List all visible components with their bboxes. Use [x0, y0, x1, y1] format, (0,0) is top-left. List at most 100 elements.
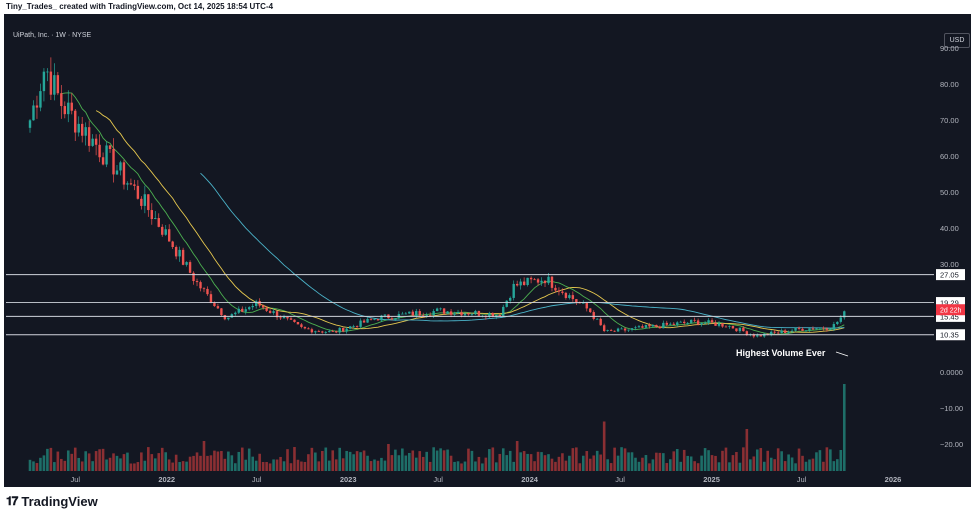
- candle-body: [752, 334, 756, 337]
- level-label-bg: [936, 310, 965, 322]
- volume-bar: [536, 451, 540, 471]
- level-label-bg: [936, 269, 965, 281]
- level-label-bg: [936, 297, 965, 309]
- candle-body: [550, 276, 554, 288]
- volume-bar: [529, 454, 533, 471]
- candle-body: [348, 326, 352, 329]
- candle-body: [261, 305, 265, 308]
- volume-bar: [776, 448, 780, 471]
- candle-body: [206, 288, 209, 295]
- volume-bar: [199, 455, 202, 471]
- volume-bar: [87, 453, 91, 471]
- volume-bar: [178, 462, 181, 471]
- candle-body: [505, 300, 508, 307]
- volume-bar: [700, 455, 703, 471]
- volume-bar: [662, 453, 665, 471]
- candle-body: [592, 312, 595, 319]
- candle-body: [742, 327, 745, 332]
- candle-body: [707, 320, 710, 323]
- volume-bar: [648, 463, 651, 471]
- candle-body: [442, 308, 446, 314]
- candle-body: [686, 322, 689, 324]
- candle-body: [693, 319, 696, 321]
- price-tick-label: 80.00: [940, 80, 959, 89]
- volume-bar: [721, 450, 724, 471]
- candle-body: [710, 320, 714, 323]
- volume-bar: [449, 455, 453, 471]
- candle-body: [338, 327, 341, 333]
- candle-body: [254, 301, 258, 306]
- volume-bar: [613, 447, 616, 471]
- volume-bar: [519, 452, 522, 471]
- candle-body: [46, 71, 49, 73]
- volume-bar: [108, 457, 112, 471]
- volume-bar: [547, 454, 550, 471]
- candle-body: [164, 229, 167, 235]
- chart-panel[interactable]: UiPath, Inc. · 1W · NYSE USD: [4, 14, 971, 487]
- candle-body: [345, 328, 348, 332]
- volume-bar: [373, 459, 376, 471]
- volume-bar: [32, 461, 35, 471]
- volume-bar: [428, 461, 432, 471]
- candle-body: [293, 319, 296, 322]
- volume-bar: [247, 448, 251, 471]
- volume-bar: [390, 455, 394, 471]
- candle-body: [192, 272, 195, 282]
- candle-body: [432, 311, 435, 316]
- candle-body: [460, 312, 463, 316]
- candle-body: [498, 314, 501, 317]
- candle-body: [230, 314, 234, 318]
- candle-body: [60, 93, 63, 107]
- candle-body: [415, 311, 418, 316]
- volume-bar: [738, 462, 742, 471]
- volume-bar: [759, 448, 763, 471]
- candle-body: [735, 328, 738, 332]
- candle-body: [529, 277, 533, 280]
- volume-bar: [815, 452, 818, 471]
- volume-bar: [731, 455, 735, 471]
- price-tick-label: 60.00: [940, 152, 959, 161]
- candle-body: [801, 328, 804, 331]
- volume-bar: [762, 461, 766, 471]
- time-tick-label: Jul: [252, 475, 262, 484]
- volume-bar: [338, 447, 342, 471]
- volume-bar: [599, 454, 602, 471]
- volume-bar: [112, 453, 115, 471]
- ma-mid-line: [95, 110, 845, 333]
- candle-body: [112, 148, 115, 175]
- candle-body: [126, 183, 129, 185]
- candle-body: [543, 280, 547, 284]
- candle-body: [32, 105, 35, 121]
- volume-bar: [696, 463, 700, 471]
- volume-bar: [780, 451, 783, 471]
- candle-body: [662, 322, 665, 329]
- candle-body: [234, 312, 237, 315]
- volume-bar: [630, 452, 634, 471]
- volume-bar: [171, 462, 174, 471]
- symbol-legend: UiPath, Inc. · 1W · NYSE: [13, 32, 92, 39]
- tradingview-logo[interactable]: 𝟏𝟕 TradingView: [6, 494, 98, 509]
- candle-body: [714, 322, 717, 326]
- volume-bar: [794, 463, 797, 471]
- candle-body: [613, 330, 616, 332]
- volume-bar: [240, 447, 244, 471]
- tradingview-logo-icon: 𝟏𝟕: [6, 494, 18, 508]
- candle-body: [67, 102, 70, 115]
- volume-bar: [327, 460, 331, 471]
- currency-button[interactable]: USD: [944, 33, 970, 48]
- candle-body: [822, 327, 825, 329]
- candle-body: [248, 307, 251, 310]
- candle-body: [557, 290, 561, 292]
- volume-bar: [578, 463, 582, 471]
- volume-bar: [742, 447, 745, 471]
- candle-body: [161, 226, 164, 235]
- volume-bar: [644, 455, 648, 471]
- volume-bar: [42, 455, 46, 471]
- volume-bar: [289, 463, 293, 471]
- volume-bar: [421, 456, 425, 471]
- candle-body: [380, 315, 383, 321]
- candle-body: [335, 331, 338, 333]
- candle-body: [773, 331, 776, 333]
- volume-bar: [397, 455, 401, 471]
